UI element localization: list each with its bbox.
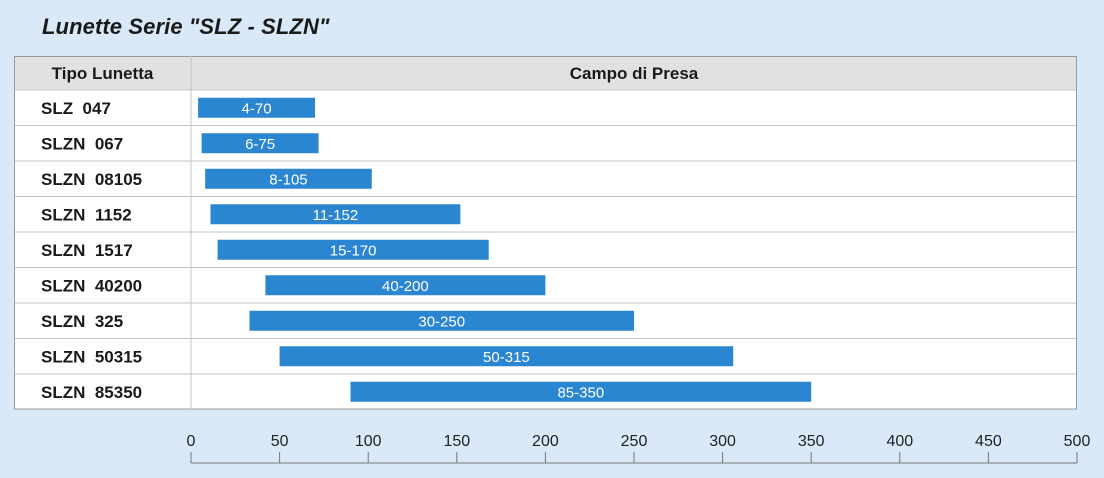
row-label-tipo-lunetta: SLZN 50315: [41, 348, 142, 367]
x-tick-label: 100: [355, 433, 382, 450]
bar-data-label: 15-170: [330, 242, 377, 259]
bar-data-label: 6-75: [245, 136, 275, 153]
x-tick-label: 300: [709, 433, 736, 450]
x-tick-label: 400: [886, 433, 913, 450]
range-bars: 4-70 6-75 8-105 11-152 15-170 40-200 30-250 50-…: [198, 97, 812, 402]
range-bar: [249, 310, 634, 331]
row-label-tipo-lunetta: SLZN 40200: [41, 277, 142, 296]
bar-data-label: 30-250: [418, 313, 465, 330]
x-tick-label: 50: [271, 433, 289, 450]
row-label-tipo-lunetta: SLZN 1517: [41, 241, 133, 260]
bar-data-label: 11-152: [313, 207, 359, 224]
range-bar: [210, 204, 461, 225]
x-axis: 0 50 100 150 200 250 300 350 400 450 500: [187, 433, 1091, 464]
range-bar: [350, 381, 812, 402]
row-label-tipo-lunetta: SLZN 08105: [41, 170, 142, 189]
x-tick-label: 150: [443, 433, 470, 450]
chart-title: Lunette Serie "SLZ - SLZN": [42, 14, 330, 39]
x-tick-label: 250: [621, 433, 648, 450]
table-rows: SLZ 047 SLZN 067 SLZN 08105 SLZN 1152 SLZN 1…: [14, 56, 1077, 410]
x-tick-label: 200: [532, 433, 559, 450]
row-label-tipo-lunetta: SLZN 325: [41, 312, 123, 331]
x-tick-label: 350: [798, 433, 825, 450]
x-tick-label: 450: [975, 433, 1002, 450]
bar-data-label: 85-350: [557, 384, 604, 401]
table-border: [14, 56, 1077, 410]
x-tick-label: 0: [187, 433, 196, 450]
range-bar: [205, 168, 372, 189]
table-header: Tipo Lunetta Campo di Presa: [52, 64, 699, 83]
bar-data-label: 8-105: [269, 171, 307, 188]
row-label-tipo-lunetta: SLZN 1152: [41, 206, 132, 225]
bar-data-label: 40-200: [382, 278, 429, 295]
row-label-tipo-lunetta: SLZ 047: [41, 99, 111, 118]
bar-data-label: 50-315: [483, 349, 530, 366]
header-band: [14, 56, 1077, 90]
range-bar: [279, 346, 734, 367]
row-label-tipo-lunetta: SLZN 85350: [41, 383, 142, 402]
column-header-tipo-lunetta: Tipo Lunetta: [52, 64, 154, 83]
range-bar: [201, 133, 319, 154]
row-label-tipo-lunetta: SLZN 067: [41, 135, 123, 154]
range-bar: [198, 97, 316, 118]
range-bar: [217, 239, 489, 260]
bar-data-label: 4-70: [242, 100, 272, 117]
column-header-campo-di-presa: Campo di Presa: [570, 64, 699, 83]
x-tick-label: 500: [1064, 433, 1091, 450]
range-bar: [265, 275, 546, 296]
